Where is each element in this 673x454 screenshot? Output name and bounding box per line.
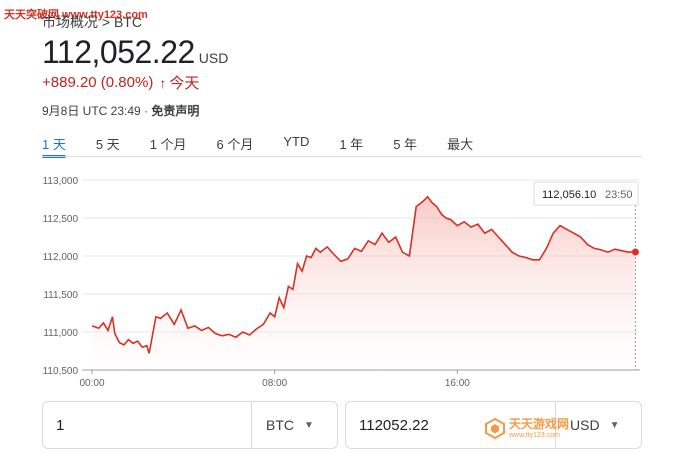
y-tick-label: 111,000: [43, 328, 78, 339]
y-tick-label: 112,500: [43, 214, 79, 225]
chart-svg[interactable]: 113,000 112,500 112,000 111,500 111,000 110,5…: [0, 165, 673, 390]
x-tick-label: 16:00: [445, 378, 470, 389]
from-currency-label: BTC: [266, 417, 294, 433]
chevron-down-icon: ▼: [304, 419, 314, 431]
tooltip-time: 23:50: [605, 189, 633, 201]
timestamp: 9月8日 UTC 23:49 ·: [42, 104, 152, 118]
price-line: [91, 195, 636, 354]
change-value: +889.20 (0.80%): [42, 74, 154, 91]
change-period: 今天: [169, 75, 200, 92]
current-point: [631, 248, 639, 256]
watermark-logo: 天天游戏网 www.tty123.com: [484, 417, 569, 439]
price-change: +889.20 (0.80%) ↑ 今天: [42, 72, 199, 93]
tabs-divider: [42, 156, 642, 157]
tab-3[interactable]: 6 个月: [216, 137, 254, 152]
chevron-down-icon: ▼: [609, 419, 620, 431]
current-price: 112,052.22: [42, 34, 195, 70]
cube-icon: [485, 417, 505, 439]
price-row: 112,052.22 USD: [42, 34, 228, 71]
watermark-url: www.tty123.com: [509, 431, 560, 439]
amount-input[interactable]: 1: [56, 416, 65, 434]
converter-from: 1 BTC ▼: [42, 401, 338, 449]
price-chart[interactable]: 113,000 112,500 112,000 111,500 111,000 110,5…: [0, 165, 673, 390]
y-tick-label: 110,500: [43, 366, 79, 377]
x-tick-label: 00:00: [79, 378, 104, 389]
tab-5[interactable]: 1 年: [339, 137, 364, 152]
y-tick-label: 111,500: [43, 290, 78, 301]
from-currency-select[interactable]: BTC ▼: [251, 402, 337, 448]
tab-1[interactable]: 5 天: [95, 137, 120, 152]
x-tick-label: 08:00: [262, 378, 287, 389]
tab-6[interactable]: 5 年: [393, 137, 418, 152]
watermark-text: 天天突破网 www.tty123.com: [4, 9, 148, 21]
arrow-up-icon: ↑: [159, 74, 167, 91]
y-tick-label: 113,000: [43, 176, 79, 187]
price-currency: USD: [198, 50, 229, 66]
watermark-title: 天天游戏网: [509, 416, 570, 431]
tooltip-price: 112,056.10: [542, 189, 596, 201]
y-tick-label: 112,000: [43, 252, 79, 263]
price-area: [92, 196, 636, 370]
breadcrumb[interactable]: 市场概况 > BTC: [42, 14, 142, 30]
tab-4[interactable]: YTD: [283, 134, 310, 149]
tab-0[interactable]: 1 天: [42, 131, 66, 158]
to-currency-select[interactable]: USD ▼: [555, 402, 641, 448]
timeframe-tabs: 1 天 5 天 1 个月 6 个月 YTD 1 年 5 年 最大: [42, 131, 474, 158]
to-currency-label: USD: [570, 417, 600, 433]
tab-7[interactable]: 最大: [447, 137, 474, 152]
disclaimer-link[interactable]: 免责声明: [151, 104, 200, 118]
tab-2[interactable]: 1 个月: [149, 137, 187, 152]
chart-tooltip: 112,056.10 23:50: [533, 181, 639, 206]
converted-input[interactable]: 112052.22: [359, 416, 429, 434]
timestamp-row: 9月8日 UTC 23:49 · 免责声明: [42, 102, 199, 119]
